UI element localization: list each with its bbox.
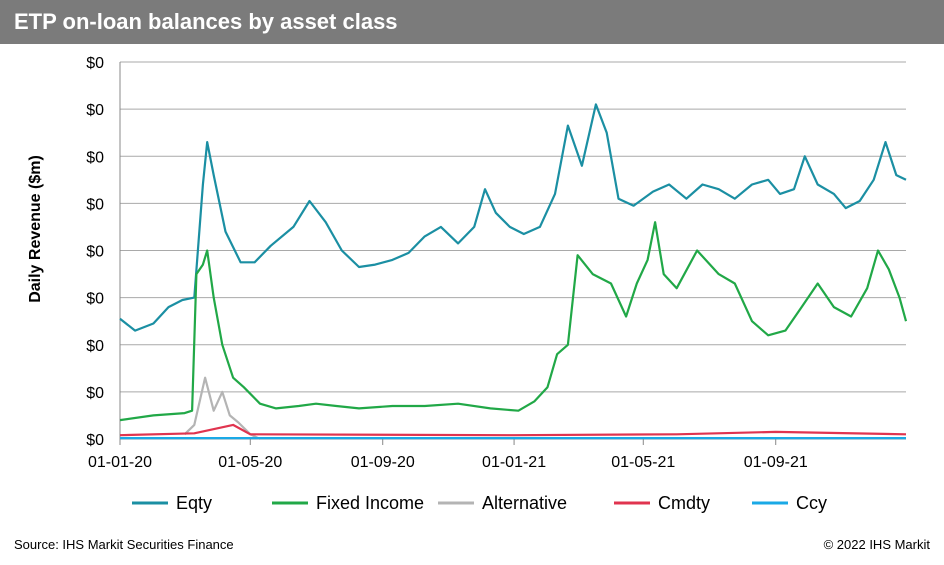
x-tick-label: 01-01-21 [482,454,546,471]
x-tick-label: 01-01-20 [88,454,152,471]
legend-label: Ccy [796,493,827,513]
legend-label: Fixed Income [316,493,424,513]
y-tick-label: $0 [86,55,104,72]
legend-label: Eqty [176,493,212,513]
series-line-fixed-income [119,221,908,422]
x-tick-label: 01-05-20 [218,454,282,471]
y-tick-label: $0 [86,149,104,166]
copyright-note: © 2022 IHS Markit [823,537,930,552]
y-tick-label: $0 [86,196,104,213]
y-axis-ticks: $0 $0 $0 $0 $0 $0 $0 $0 $0 [86,55,104,449]
x-tick-label: 01-05-21 [611,454,675,471]
y-axis-label: Daily Revenue ($m) [27,155,44,303]
series-line-cmdty [119,423,907,437]
y-tick-label: $0 [86,338,104,355]
y-tick-label: $0 [86,102,104,119]
y-tick-label: $0 [86,385,104,402]
x-tick-label: 01-09-20 [351,454,415,471]
legend: Eqty Fixed Income Alternative Cmdty Ccy [132,493,827,513]
chart-title: ETP on-loan balances by asset class [0,0,944,44]
source-note: Source: IHS Markit Securities Finance [14,537,234,552]
series-lines [119,103,908,440]
y-tick-label: $0 [86,291,104,308]
chart-area: $0 $0 $0 $0 $0 $0 $0 $0 $0 01-01-20 01-05-20 01-09… [27,55,908,513]
series-line-alternative [183,376,261,440]
legend-label: Cmdty [658,493,710,513]
series-line-eqty [119,103,907,332]
x-axis-ticks: 01-01-20 01-05-20 01-09-20 01-01-21 01-05-21… [88,439,808,471]
legend-label: Alternative [482,493,567,513]
x-tick-label: 01-09-21 [744,454,808,471]
y-tick-label: $0 [86,432,104,449]
gridlines [119,61,906,440]
y-tick-label: $0 [86,244,104,261]
